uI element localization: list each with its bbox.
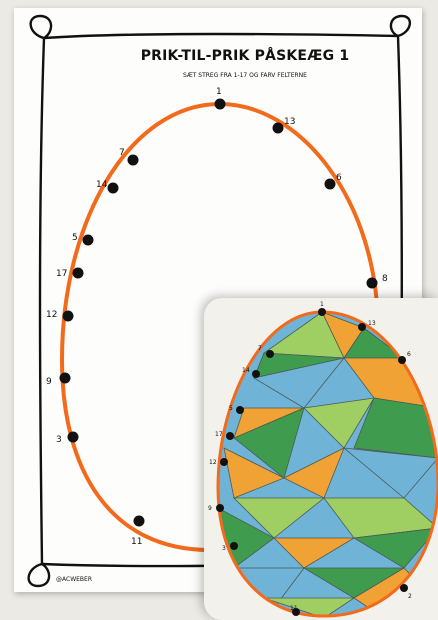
photo-label-11: 11 [290, 605, 298, 612]
photo-label-6: 6 [407, 351, 411, 358]
label-12: 12 [46, 310, 57, 320]
dot-9 [59, 372, 71, 384]
label-9: 9 [46, 377, 52, 387]
label-14: 14 [96, 180, 108, 190]
worksheet-subtitle: SÆT STREG FRA 1-17 OG FARV FELTERNE [183, 72, 307, 79]
label-17: 17 [56, 269, 67, 279]
photo-label-17: 17 [215, 431, 223, 438]
photo-label-14: 14 [242, 367, 250, 374]
colored-egg: 1 13 7 6 14 5 17 12 9 3 11 2 [208, 301, 438, 618]
dot-13 [272, 122, 284, 134]
label-3: 3 [56, 435, 62, 445]
photo-label-1: 1 [320, 301, 324, 308]
label-6: 6 [336, 173, 342, 183]
photo-label-2: 2 [408, 593, 412, 600]
dot-1 [214, 98, 226, 110]
dot-3 [67, 431, 79, 443]
dot-8 [366, 277, 378, 289]
label-13: 13 [284, 117, 295, 127]
photo-label-13: 13 [368, 320, 376, 327]
photo-label-3: 3 [222, 545, 226, 552]
dot-5 [82, 234, 94, 246]
photo-egg-outline [216, 310, 438, 618]
dot-17 [72, 267, 84, 279]
colored-egg-photo: 1 13 7 6 14 5 17 12 9 3 11 2 [204, 298, 438, 620]
dot-12 [62, 310, 74, 322]
photo-label-9: 9 [208, 505, 212, 512]
label-1: 1 [216, 87, 222, 97]
dot-14 [107, 182, 119, 194]
author-credit: @ACWEBER [56, 576, 92, 583]
photo-label-12: 12 [209, 459, 217, 466]
label-7: 7 [119, 148, 125, 158]
label-8: 8 [382, 274, 388, 284]
dot-7 [127, 154, 139, 166]
worksheet-title: PRIK-TIL-PRIK PÅSKEÆG 1 [140, 48, 350, 64]
label-5: 5 [72, 233, 78, 243]
photo-label-5: 5 [229, 405, 233, 412]
dot-11 [133, 515, 145, 527]
label-11: 11 [131, 537, 142, 547]
dot-6 [324, 178, 336, 190]
photo-label-7: 7 [258, 345, 262, 352]
